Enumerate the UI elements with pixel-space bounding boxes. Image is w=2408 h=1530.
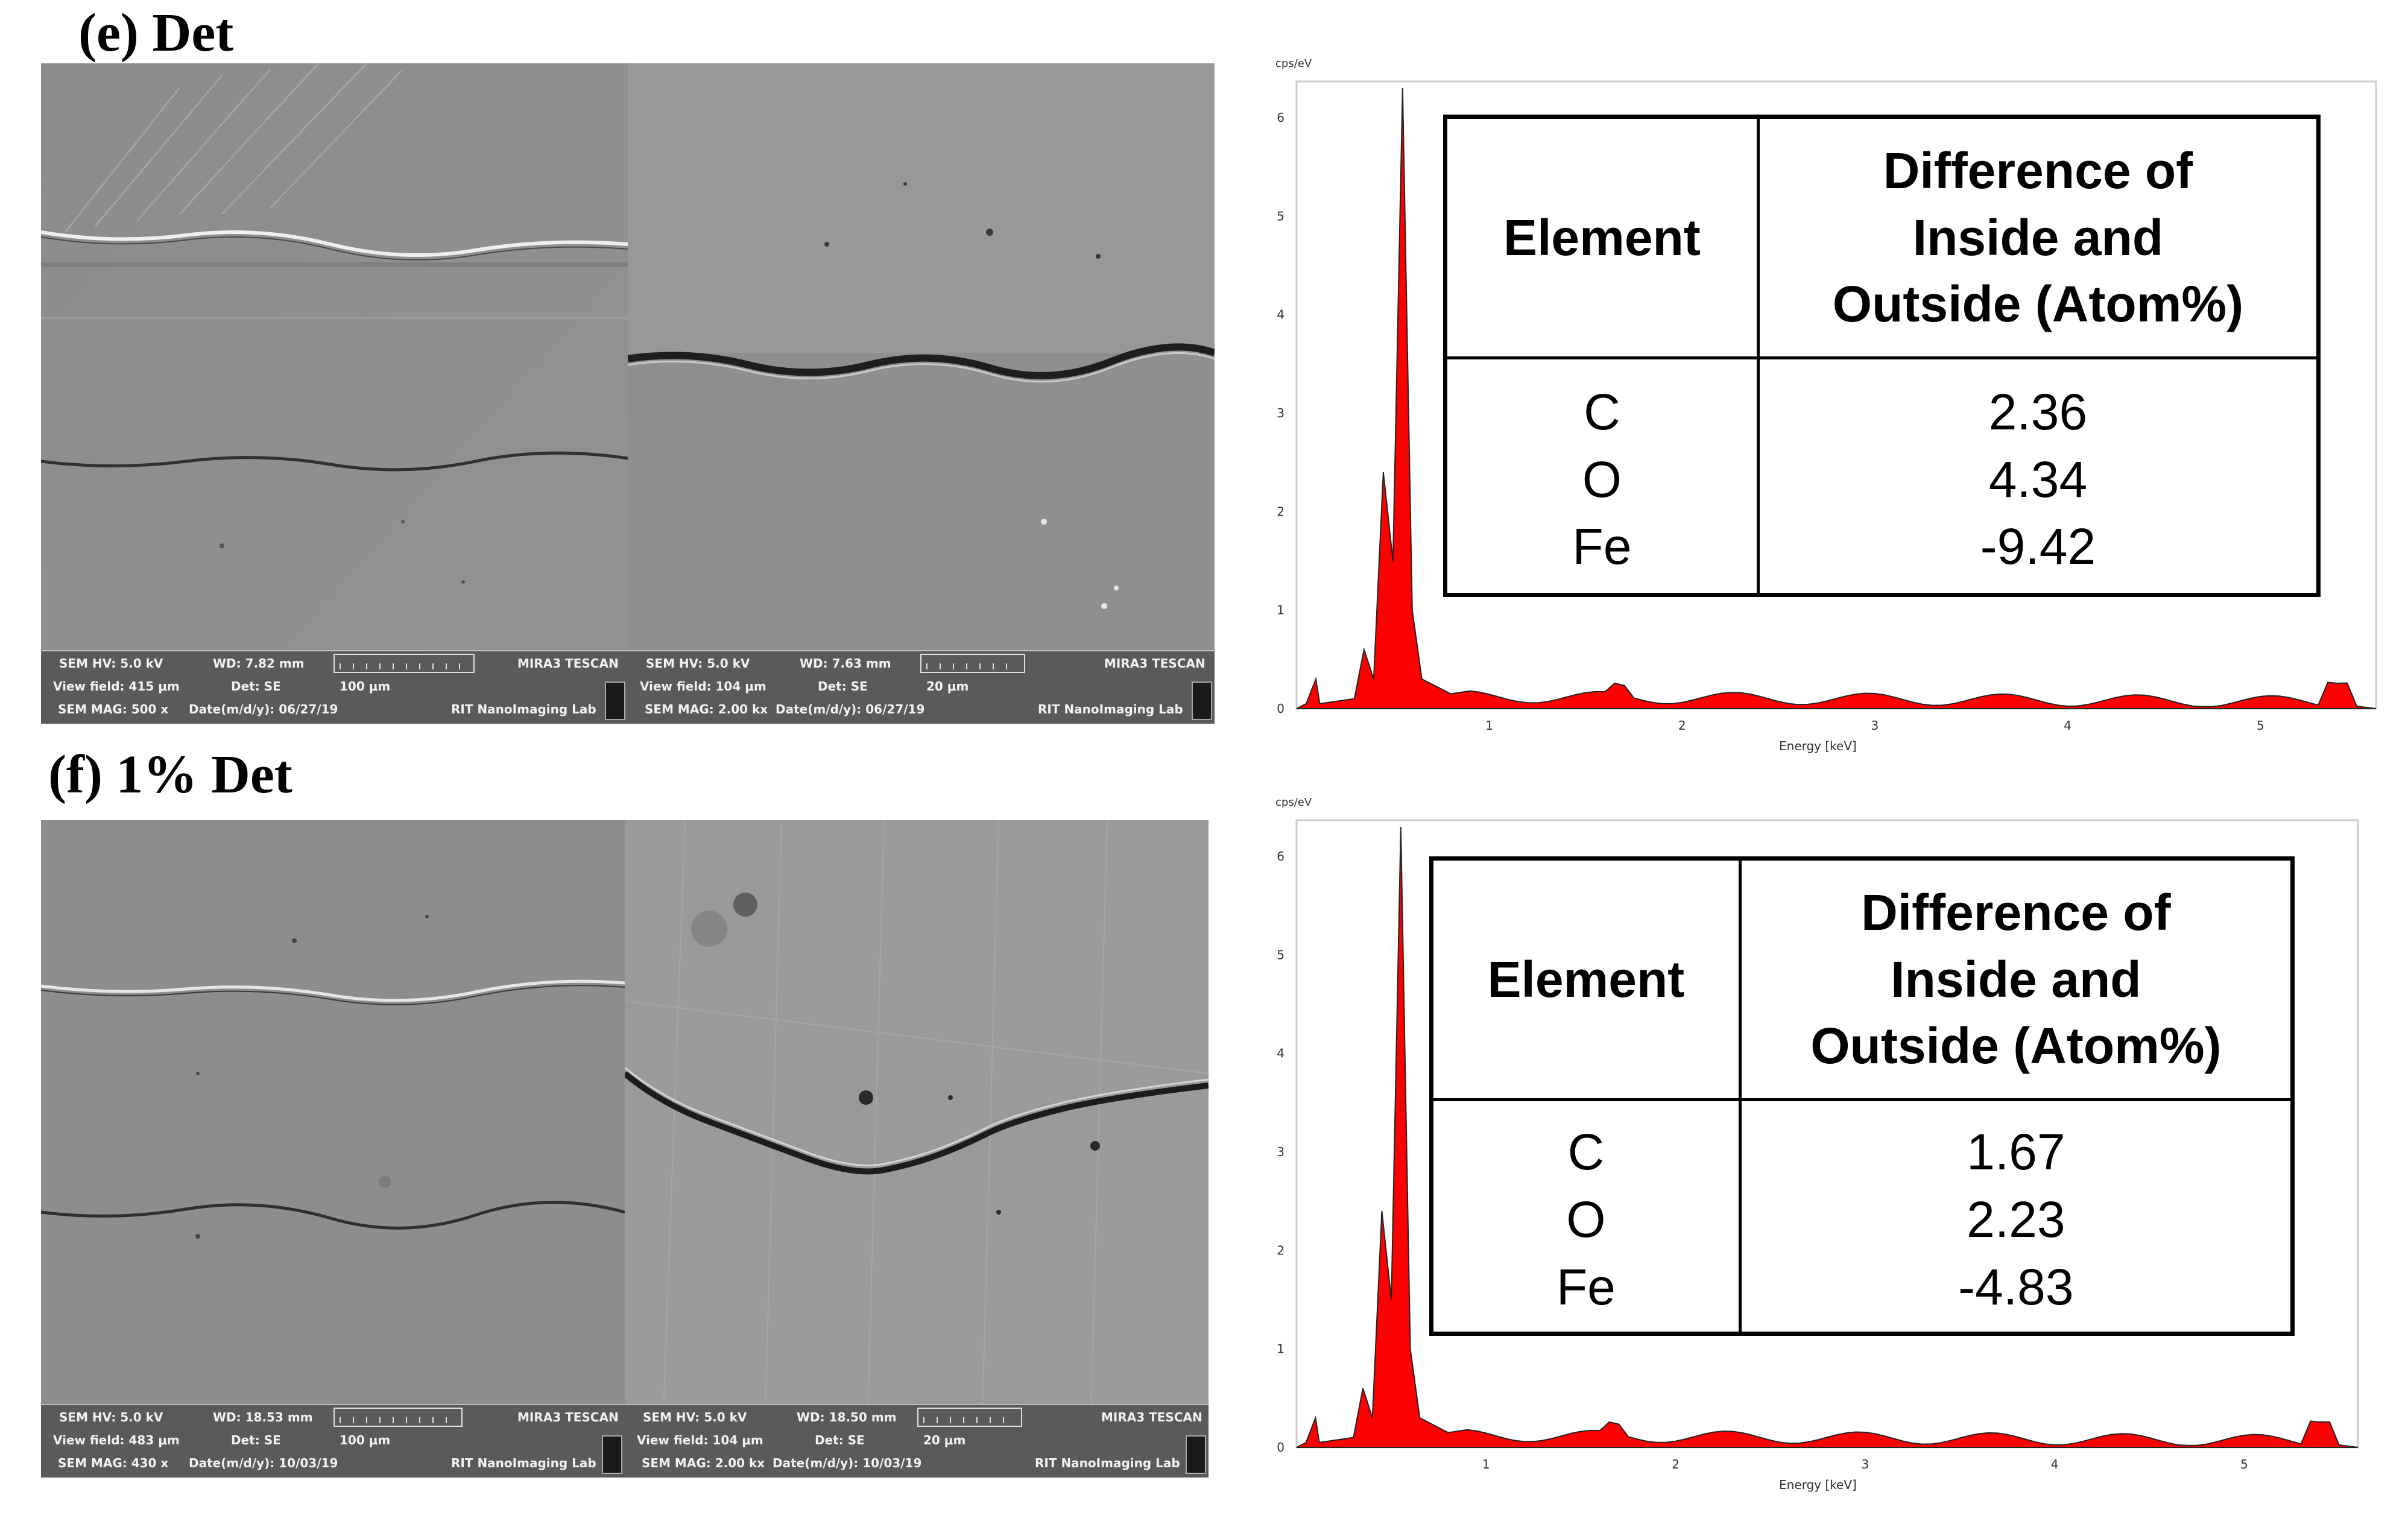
element-column: C O Fe: [1444, 356, 1760, 596]
scale-bar: [920, 654, 1025, 673]
x-tick-label: 4: [2064, 718, 2071, 733]
y-tick-label: 0: [1277, 701, 1285, 716]
y-tick-label: 3: [1277, 406, 1285, 420]
y-tick-label: 0: [1277, 1440, 1285, 1455]
value-column: 1.67 2.23 -4.83: [1738, 1098, 2295, 1335]
header-element: Element: [1430, 857, 1742, 1101]
y-tick-label: 3: [1277, 1145, 1285, 1159]
spectrum-area: [1296, 826, 2359, 1448]
scale-bar: [333, 654, 475, 673]
x-tick-label: 3: [1861, 1457, 1869, 1472]
y-tick-label: 5: [1277, 947, 1285, 962]
sem-info-bar: SEM HV: 5.0 kV View field: 415 μm SEM MA…: [41, 650, 628, 724]
x-tick-label: 2: [1678, 718, 1686, 733]
header-element: Element: [1444, 115, 1760, 359]
sem-image-e-low-mag: SEM HV: 5.0 kV View field: 415 μm SEM MA…: [41, 63, 628, 724]
scale-bar: [917, 1408, 1022, 1427]
scale-bar: [333, 1408, 463, 1427]
value-column: 2.36 4.34 -9.42: [1756, 356, 2321, 596]
y-tick-label: 2: [1277, 504, 1285, 519]
x-tick-label: 5: [2257, 718, 2264, 733]
sem-micrograph-e-right: [628, 63, 1215, 724]
tescan-logo-icon: [602, 1435, 622, 1474]
element-column: C O Fe: [1430, 1098, 1742, 1335]
tescan-logo-icon: [1192, 681, 1212, 720]
eds-y-unit: cps/eV: [1275, 796, 1312, 809]
panel-e-title: (e) Det: [78, 3, 234, 63]
y-tick-label: 4: [1277, 308, 1285, 322]
y-tick-label: 4: [1277, 1046, 1285, 1061]
y-tick-label: 5: [1277, 209, 1285, 223]
y-tick-label: 6: [1277, 849, 1285, 864]
x-tick-label: 5: [2240, 1457, 2248, 1472]
difference-table-e: Element Difference of Inside and Outside…: [1443, 115, 2321, 597]
x-tick-label: 1: [1485, 718, 1493, 733]
sem-image-pair-e: SEM HV: 5.0 kV View field: 415 μm SEM MA…: [41, 63, 1215, 724]
header-difference: Difference of Inside and Outside (Atom%): [1738, 857, 2295, 1101]
sem-micrograph-e-left: [41, 63, 628, 724]
x-tick-label: 4: [2051, 1457, 2059, 1472]
sem-image-f-low-mag: SEM HV: 5.0 kV View field: 483 μm SEM MA…: [41, 820, 625, 1478]
y-tick-label: 2: [1277, 1243, 1285, 1257]
header-difference: Difference of Inside and Outside (Atom%): [1756, 115, 2321, 359]
eds-x-label: Energy [keV]: [1779, 739, 1857, 753]
panel-f-title: (f) 1% Det: [48, 745, 292, 805]
sem-info-bar: SEM HV: 5.0 kV View field: 104 μm SEM MA…: [625, 1404, 1209, 1478]
sem-info-bar: SEM HV: 5.0 kV View field: 104 μm SEM MA…: [628, 650, 1215, 724]
tescan-logo-icon: [605, 681, 625, 720]
eds-x-label: Energy [keV]: [1779, 1478, 1857, 1492]
sem-image-pair-f: SEM HV: 5.0 kV View field: 483 μm SEM MA…: [41, 820, 1209, 1478]
eds-y-unit: cps/eV: [1275, 57, 1312, 70]
difference-table-f: Element Difference of Inside and Outside…: [1429, 856, 2295, 1336]
sem-micrograph-f-right: [625, 820, 1209, 1478]
y-tick-label: 1: [1277, 1342, 1285, 1356]
x-tick-label: 2: [1672, 1457, 1680, 1472]
sem-image-f-high-mag: SEM HV: 5.0 kV View field: 104 μm SEM MA…: [625, 820, 1209, 1478]
sem-micrograph-f-left: [41, 820, 625, 1478]
y-tick-label: 1: [1277, 603, 1285, 618]
x-tick-label: 3: [1871, 718, 1879, 733]
y-tick-label: 6: [1277, 110, 1285, 125]
tescan-logo-icon: [1186, 1435, 1206, 1474]
spectrum-area: [1296, 87, 2377, 709]
x-tick-label: 1: [1482, 1457, 1490, 1472]
sem-image-e-high-mag: SEM HV: 5.0 kV View field: 104 μm SEM MA…: [628, 63, 1215, 724]
sem-info-bar: SEM HV: 5.0 kV View field: 483 μm SEM MA…: [41, 1404, 625, 1478]
